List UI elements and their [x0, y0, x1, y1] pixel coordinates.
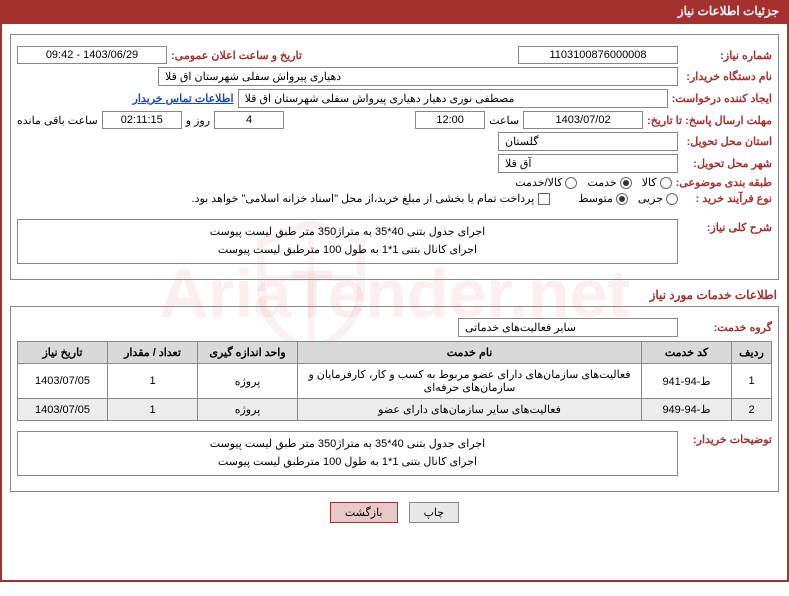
- purchase-type-label: نوع فرآیند خرید :: [682, 192, 772, 205]
- purchase-radio-jozi[interactable]: جزیی: [638, 192, 678, 205]
- radio-icon: [565, 177, 577, 189]
- services-fieldset: گروه خدمت: سایر فعالیت‌های خدماتی ردیف ک…: [10, 306, 779, 492]
- service-group-field: سایر فعالیت‌های خدماتی: [458, 318, 678, 337]
- days-remaining-field: 4: [214, 111, 284, 129]
- need-number-label: شماره نیاز:: [682, 49, 772, 62]
- time-remaining-label: ساعت باقی مانده: [17, 114, 98, 127]
- province-label: استان محل تحویل:: [682, 135, 772, 148]
- cell-date: 1403/07/05: [18, 364, 108, 399]
- radio-icon: [616, 193, 628, 205]
- cell-qty: 1: [108, 364, 198, 399]
- announce-date-field: 1403/06/29 - 09:42: [17, 46, 167, 64]
- services-table: ردیف کد خدمت نام خدمت واحد اندازه گیری ت…: [17, 341, 772, 421]
- col-code: کد خدمت: [642, 342, 732, 364]
- category-radio-kala-khedmat[interactable]: کالا/خدمت: [515, 176, 577, 189]
- payment-note: پرداخت تمام یا بخشی از مبلغ خرید،از محل …: [192, 192, 535, 205]
- deadline-time-field: 12:00: [415, 111, 485, 129]
- summary-label: شرح کلی نیاز:: [682, 215, 772, 234]
- summary-line1: اجرای جدول بتنی 40*35 به متراژ350 متر طب…: [26, 224, 669, 242]
- buyer-notes-line2: اجرای کانال بتنی 1*1 به طول 100 مترطبق ل…: [26, 454, 669, 472]
- city-field: آق قلا: [498, 154, 678, 173]
- info-fieldset: شماره نیاز: 1103100876000008 تاریخ و ساع…: [10, 34, 779, 280]
- cell-code: ط-94-949: [642, 399, 732, 421]
- requester-field: مصطفی نوری دهیار دهیاری پیرواش سفلی شهرس…: [238, 89, 668, 108]
- radio-icon: [620, 177, 632, 189]
- deadline-label: مهلت ارسال پاسخ: تا تاریخ:: [647, 114, 772, 127]
- contact-buyer-link[interactable]: اطلاعات تماس خریدار: [133, 92, 234, 105]
- category-kala-khedmat-label: کالا/خدمت: [515, 176, 562, 189]
- announce-date-label: تاریخ و ساعت اعلان عمومی:: [171, 49, 302, 62]
- purchase-radio-motevaset[interactable]: متوسط: [578, 192, 628, 205]
- cell-name: فعالیت‌های سازمان‌های دارای عضو مربوط به…: [298, 364, 642, 399]
- print-button[interactable]: چاپ: [409, 502, 460, 523]
- summary-box: اجرای جدول بتنی 40*35 به متراژ350 متر طب…: [17, 219, 678, 264]
- cell-unit: پروژه: [198, 399, 298, 421]
- cell-name: فعالیت‌های سایر سازمان‌های دارای عضو: [298, 399, 642, 421]
- radio-icon: [666, 193, 678, 205]
- main-frame: AriaTender.net شماره نیاز: 1103100876000…: [0, 22, 789, 582]
- cell-code: ط-94-941: [642, 364, 732, 399]
- category-radio-khedmat[interactable]: خدمت: [587, 176, 631, 189]
- button-row: چاپ بازگشت: [8, 502, 781, 523]
- buyer-notes-label: توضیحات خریدار:: [682, 427, 772, 446]
- need-number-field: 1103100876000008: [518, 46, 678, 64]
- category-khedmat-label: خدمت: [587, 176, 616, 189]
- requester-label: ایجاد کننده درخواست:: [672, 92, 772, 105]
- buyer-label: نام دستگاه خریدار:: [682, 70, 772, 83]
- page-header: جزئیات اطلاعات نیاز: [0, 0, 789, 22]
- payment-checkbox[interactable]: [538, 193, 550, 205]
- city-label: شهر محل تحویل:: [682, 157, 772, 170]
- purchase-motevaset-label: متوسط: [578, 192, 613, 205]
- services-section-title: اطلاعات خدمات مورد نیاز: [12, 288, 777, 302]
- table-row: 1 ط-94-941 فعالیت‌های سازمان‌های دارای ع…: [18, 364, 772, 399]
- buyer-notes-line1: اجرای جدول بتنی 40*35 به متراژ350 متر طب…: [26, 436, 669, 454]
- col-row: ردیف: [732, 342, 772, 364]
- table-row: 2 ط-94-949 فعالیت‌های سایر سازمان‌های دا…: [18, 399, 772, 421]
- back-button[interactable]: بازگشت: [330, 502, 398, 523]
- col-unit: واحد اندازه گیری: [198, 342, 298, 364]
- purchase-radio-group: جزیی متوسط: [578, 192, 678, 205]
- radio-icon: [660, 177, 672, 189]
- cell-unit: پروژه: [198, 364, 298, 399]
- purchase-jozi-label: جزیی: [638, 192, 663, 205]
- days-remaining-label: روز و: [186, 114, 210, 127]
- cell-date: 1403/07/05: [18, 399, 108, 421]
- col-qty: تعداد / مقدار: [108, 342, 198, 364]
- cell-qty: 1: [108, 399, 198, 421]
- col-name: نام خدمت: [298, 342, 642, 364]
- service-group-label: گروه خدمت:: [682, 321, 772, 334]
- cell-n: 2: [732, 399, 772, 421]
- deadline-time-label: ساعت: [489, 114, 519, 127]
- summary-line2: اجرای کانال بتنی 1*1 به طول 100 مترطبق ل…: [26, 242, 669, 260]
- province-field: گلستان: [498, 132, 678, 151]
- category-label: طبقه بندی موضوعی:: [676, 176, 772, 189]
- category-kala-label: کالا: [642, 176, 657, 189]
- time-remaining-field: 02:11:15: [102, 111, 182, 129]
- category-radio-kala[interactable]: کالا: [642, 176, 672, 189]
- buyer-notes-box: اجرای جدول بتنی 40*35 به متراژ350 متر طب…: [17, 431, 678, 476]
- category-radio-group: کالا خدمت کالا/خدمت: [515, 176, 671, 189]
- deadline-date-field: 1403/07/02: [523, 111, 643, 129]
- col-date: تاریخ نیاز: [18, 342, 108, 364]
- cell-n: 1: [732, 364, 772, 399]
- buyer-field: دهیاری پیرواش سفلی شهرستان اق قلا: [158, 67, 678, 86]
